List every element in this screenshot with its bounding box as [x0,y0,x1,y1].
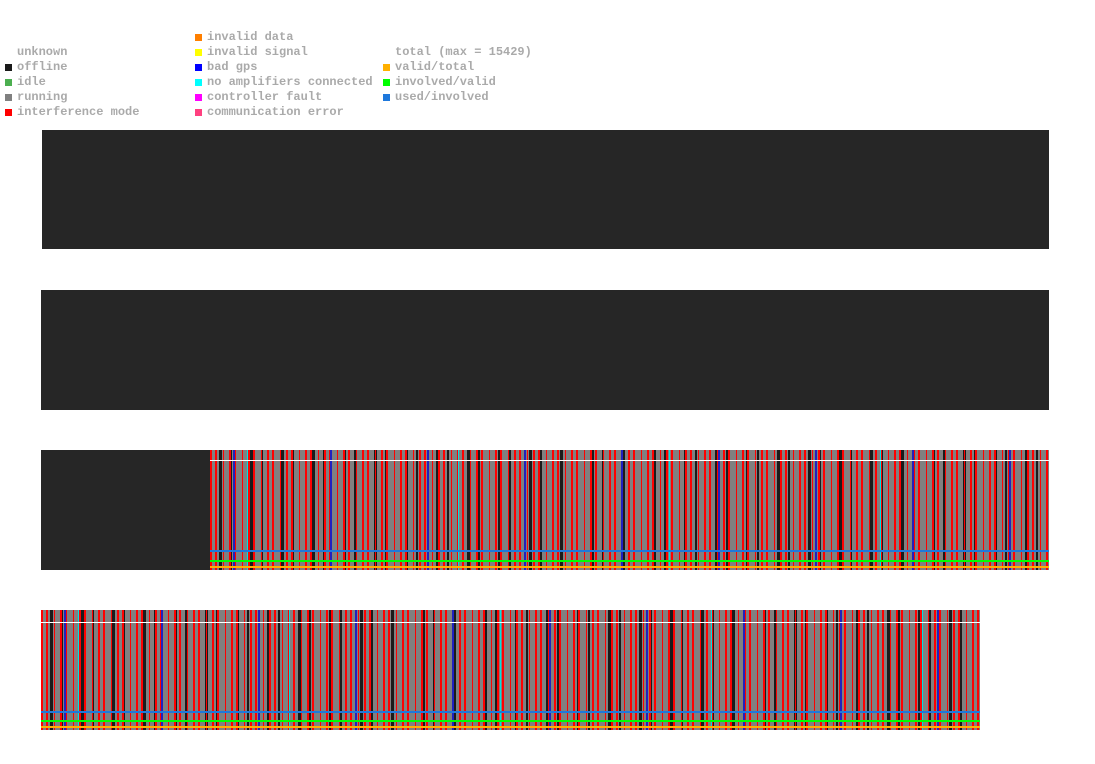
panel [42,130,1049,249]
legend-swatch [5,109,12,116]
legend-swatch [5,79,12,86]
valid-line [41,726,980,728]
legend-swatch [195,109,202,116]
legend-label: used/involved [395,90,489,104]
used-line [210,550,1049,552]
legend-label: valid/total [395,60,475,74]
total-line [210,460,1049,461]
status-stripes [210,450,1049,570]
legend-label: interference mode [17,105,140,119]
involved-line [41,720,980,722]
legend-label: invalid signal [207,45,308,59]
legend-label: no amplifiers connected [207,75,373,89]
total-line [41,622,980,623]
legend-label: bad gps [207,60,258,74]
legend-label: total (max = 15429) [395,45,532,59]
status-stripes [41,610,980,730]
panel [41,290,1049,410]
legend-label: involved/valid [395,75,496,89]
legend-swatch [5,94,12,101]
used-line [41,711,980,713]
legend-label: controller fault [207,90,323,104]
legend-swatch [195,64,202,71]
legend-swatch [383,64,390,71]
panel [41,450,1049,570]
legend-swatch [195,79,202,86]
involved-line [210,560,1049,562]
legend-label: unknown [17,45,68,59]
legend-swatch [5,64,12,71]
legend-label: running [17,90,68,104]
valid-line [210,566,1049,568]
legend-label: idle [17,75,46,89]
legend-swatch [195,34,202,41]
legend-label: offline [17,60,68,74]
legend-label: communication error [207,105,344,119]
legend-swatch [383,79,390,86]
legend-label: invalid data [207,30,294,44]
legend-swatch [195,94,202,101]
panel [41,610,980,730]
legend-swatch [195,49,202,56]
legend-swatch [383,94,390,101]
